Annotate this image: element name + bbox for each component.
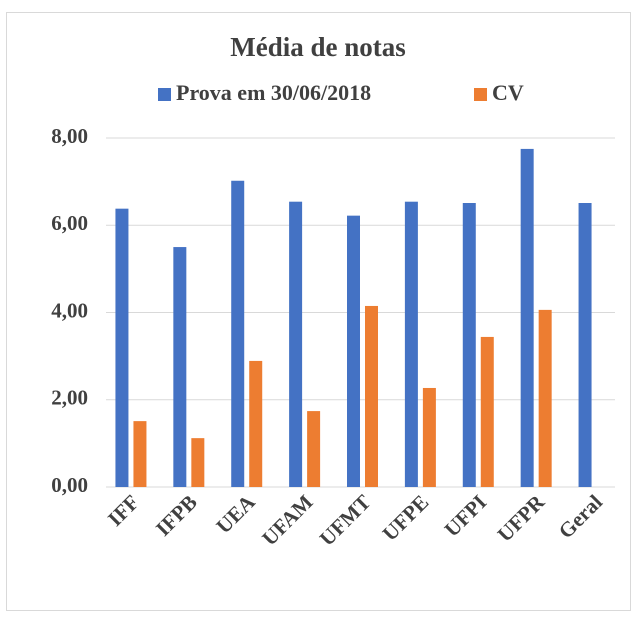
bar: [289, 201, 303, 487]
legend-swatch: [158, 88, 171, 101]
y-tick-label: 4,00: [51, 298, 88, 322]
bar: [249, 360, 263, 487]
y-tick-label: 0,00: [51, 473, 88, 497]
bar: [462, 203, 476, 487]
bar: [365, 305, 378, 487]
y-tick-label: 2,00: [51, 386, 88, 410]
bar: [191, 438, 205, 487]
chart-title: Média de notas: [230, 32, 406, 62]
legend-swatch: [474, 88, 487, 101]
legend-label: CV: [492, 80, 524, 105]
bar: [404, 201, 418, 487]
bar: [578, 203, 592, 487]
bar: [347, 215, 360, 487]
bar: [173, 247, 187, 487]
bar: [115, 208, 129, 488]
bar: [422, 387, 436, 487]
bar: [538, 309, 552, 487]
y-tick-label: 6,00: [51, 211, 88, 235]
bar: [480, 336, 494, 487]
bar: [133, 421, 147, 487]
bar: [231, 180, 245, 487]
bar: [520, 148, 534, 487]
legend-label: Prova em 30/06/2018: [176, 80, 371, 105]
bar: [307, 411, 321, 487]
y-tick-label: 8,00: [51, 124, 88, 148]
